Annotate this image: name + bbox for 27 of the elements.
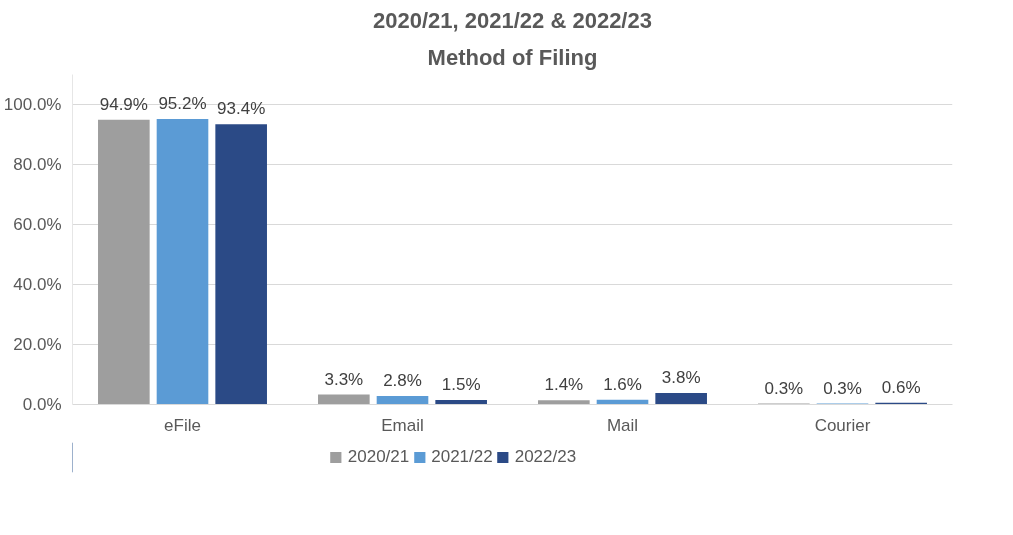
data-label: 3.3% [324, 369, 364, 389]
data-label: 1.5% [441, 375, 481, 394]
data-label: 94.9% [99, 94, 148, 114]
legend-label: 2021/22 [431, 447, 493, 467]
legend-label: 2020/21 [347, 447, 410, 467]
x-tick-label: eFile [164, 415, 201, 435]
x-tick-label: Courier [814, 415, 871, 435]
y-tick-label: 40.0% [13, 275, 62, 294]
data-label: 93.4% [217, 99, 266, 119]
x-tick-label: Mail [606, 415, 639, 435]
chart-subtitle: Method of Filing [427, 44, 598, 70]
y-tick-label: 100.0% [3, 95, 62, 114]
data-label: 0.3% [823, 378, 862, 398]
y-tick-label: 20.0% [13, 335, 62, 354]
data-label: 95.2% [158, 93, 207, 113]
chart-title: 2020/21, 2021/22 & 2022/23 [373, 7, 652, 33]
data-label: 2.8% [383, 371, 422, 391]
x-tick-label: Email [381, 415, 424, 435]
y-tick-label: 0.0% [22, 395, 62, 414]
data-label: 1.4% [544, 375, 584, 395]
y-tick-label: 60.0% [13, 215, 62, 234]
data-label: 0.6% [881, 377, 921, 397]
data-label: 1.6% [603, 374, 642, 394]
legend-label: 2022/23 [514, 447, 577, 467]
y-tick-label: 80.0% [13, 155, 62, 174]
data-label: 0.3% [764, 378, 804, 398]
data-label: 3.8% [661, 368, 701, 388]
